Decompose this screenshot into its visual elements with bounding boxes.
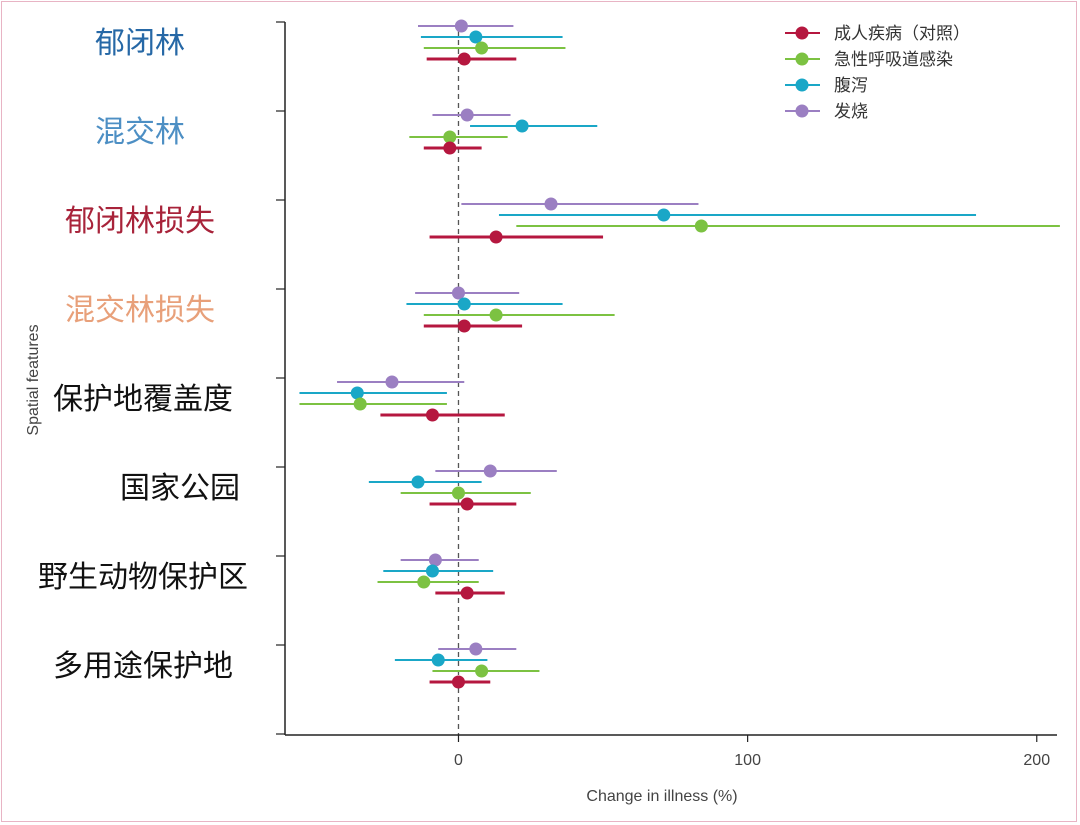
category-group bbox=[409, 108, 598, 155]
estimate-point-fever bbox=[451, 286, 465, 300]
estimate-point-respiratory bbox=[443, 130, 457, 144]
category-label: 多用途保护地 bbox=[53, 649, 233, 684]
estimate-point-diarrhea bbox=[350, 386, 364, 400]
estimate-point-fever bbox=[428, 553, 442, 567]
estimate-point-control bbox=[460, 497, 474, 511]
category-label: 国家公园 bbox=[120, 471, 240, 506]
estimate-point-diarrhea bbox=[657, 208, 671, 222]
category-group bbox=[299, 375, 505, 422]
estimate-point-respiratory bbox=[694, 219, 708, 233]
estimate-point-control bbox=[489, 230, 503, 244]
estimate-point-diarrhea bbox=[431, 653, 445, 667]
legend-label: 成人疾病（对照） bbox=[834, 24, 970, 44]
estimate-point-respiratory bbox=[353, 397, 367, 411]
estimate-point-respiratory bbox=[475, 41, 489, 55]
axes bbox=[276, 21, 1057, 736]
estimate-point-control bbox=[460, 586, 474, 600]
x-axis-title: Change in illness (%) bbox=[586, 788, 737, 805]
legend-marker bbox=[795, 104, 809, 118]
legend-entry-diarrhea: 腹泻 bbox=[785, 76, 868, 96]
legend-entry-fever: 发烧 bbox=[785, 102, 868, 122]
estimate-point-respiratory bbox=[489, 308, 503, 322]
estimate-point-control bbox=[425, 408, 439, 422]
category-group bbox=[418, 19, 566, 66]
estimate-point-diarrhea bbox=[469, 30, 483, 44]
category-label: 野生动物保护区 bbox=[38, 560, 248, 595]
category-label: 保护地覆盖度 bbox=[53, 382, 233, 417]
data-marks bbox=[299, 19, 1060, 689]
legend-entry-control: 成人疾病（对照） bbox=[785, 24, 970, 44]
estimate-point-diarrhea bbox=[515, 119, 529, 133]
category-group bbox=[429, 197, 1060, 244]
category-group bbox=[377, 553, 505, 600]
legend-marker bbox=[795, 52, 809, 66]
x-tick-label: 200 bbox=[1023, 752, 1050, 769]
legend-label: 腹泻 bbox=[834, 76, 868, 96]
estimate-point-fever bbox=[454, 19, 468, 33]
estimate-point-diarrhea bbox=[425, 564, 439, 578]
category-label: 郁闭林 bbox=[95, 26, 185, 61]
estimate-point-diarrhea bbox=[457, 297, 471, 311]
x-tick-label: 0 bbox=[454, 752, 463, 769]
x-tick-label: 100 bbox=[734, 752, 761, 769]
category-group bbox=[394, 642, 540, 689]
estimate-point-control bbox=[457, 319, 471, 333]
legend-entry-respiratory: 急性呼吸道感染 bbox=[785, 50, 953, 70]
estimate-point-control bbox=[443, 141, 457, 155]
category-label: 混交林损失 bbox=[65, 293, 215, 328]
y-axis-title: Spatial features bbox=[25, 324, 42, 435]
category-label: 郁闭林损失 bbox=[65, 204, 215, 239]
estimate-point-diarrhea bbox=[411, 475, 425, 489]
estimate-point-respiratory bbox=[475, 664, 489, 678]
estimate-point-fever bbox=[460, 108, 474, 122]
estimate-point-respiratory bbox=[451, 486, 465, 500]
estimate-point-respiratory bbox=[417, 575, 431, 589]
category-group bbox=[406, 286, 615, 333]
category-group bbox=[368, 464, 557, 511]
legend-marker bbox=[795, 78, 809, 92]
category-label: 混交林 bbox=[95, 115, 185, 150]
estimate-point-control bbox=[457, 52, 471, 66]
estimate-point-fever bbox=[544, 197, 558, 211]
legend-label: 急性呼吸道感染 bbox=[834, 50, 953, 70]
axis-ticks: 0 100 200 bbox=[454, 735, 1050, 769]
estimate-point-fever bbox=[483, 464, 497, 478]
estimate-point-fever bbox=[469, 642, 483, 656]
estimate-point-fever bbox=[385, 375, 399, 389]
legend-label: 发烧 bbox=[834, 102, 868, 122]
legend-marker bbox=[795, 26, 809, 40]
estimate-point-control bbox=[451, 675, 465, 689]
